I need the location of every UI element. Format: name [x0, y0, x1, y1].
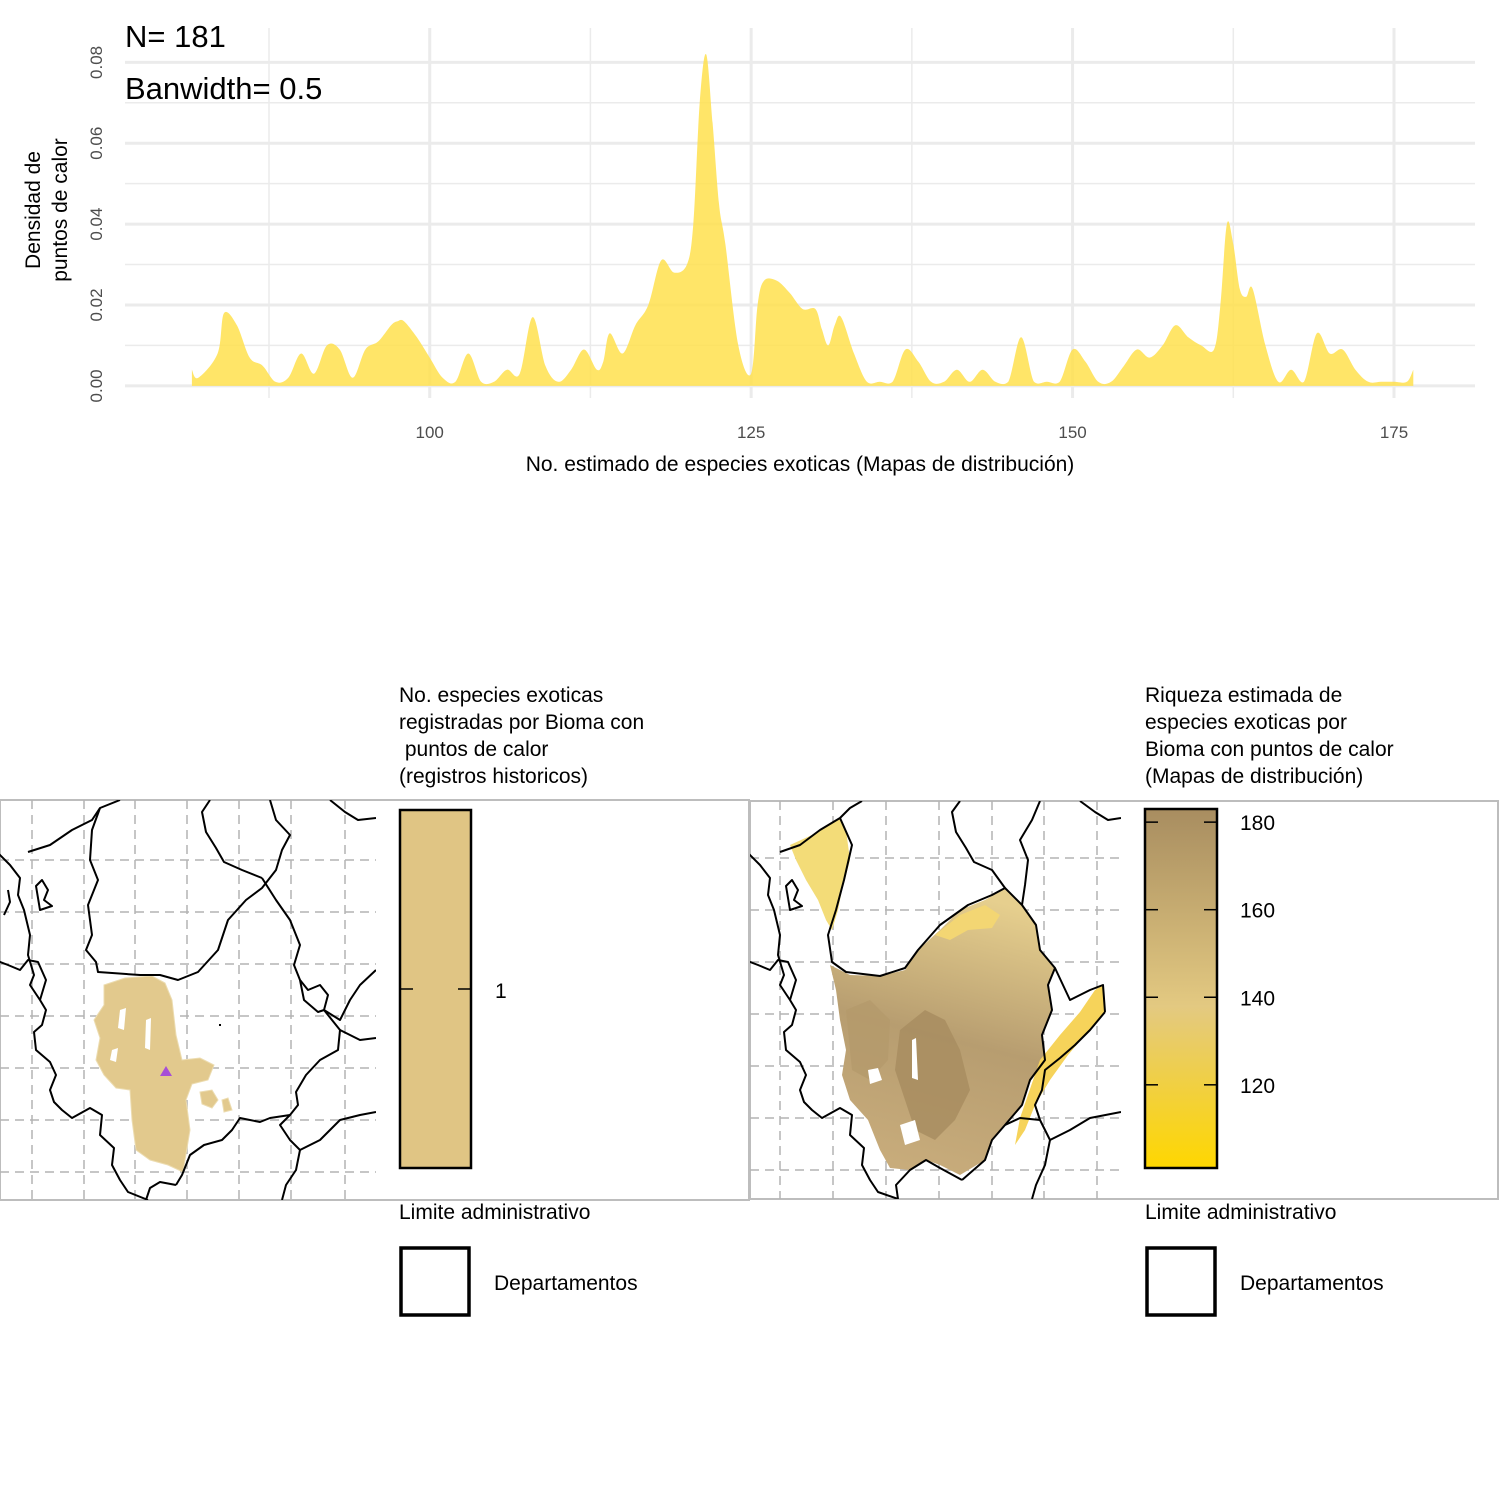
map1-legend: No. especies exoticas registradas por Bi… — [398, 684, 644, 1317]
legend1-title-line4: (registros historicos) — [399, 765, 588, 788]
legend1-tick-label: 1 — [495, 980, 507, 1003]
legend1-boundary-title: Limite administrativo — [399, 1201, 590, 1224]
legend1-boundary-key — [399, 1246, 471, 1317]
y-tick-label: 0.04 — [87, 208, 106, 241]
map2-legend: Riqueza estimada de especies exoticas po… — [1143, 684, 1394, 1317]
legend2-ticks: 120 140 160 180 — [1145, 812, 1275, 1098]
density-x-ticks: 100 125 150 175 — [416, 423, 1409, 442]
y-tick-label: 0.00 — [87, 369, 106, 402]
density-y-axis-label-line2: puntos de calor — [49, 138, 72, 282]
legend2-title-line1: Riqueza estimada de — [1145, 684, 1342, 707]
legend1-boundary-label: Departamentos — [494, 1272, 638, 1295]
density-chart: 100 125 150 175 0.00 0.02 0.04 0.06 0.08 N= 181… — [22, 19, 1475, 476]
x-tick-label: 125 — [737, 423, 765, 442]
y-tick-label: 0.02 — [87, 288, 106, 321]
map1-dot — [219, 1024, 221, 1026]
legend1-title-line2: registradas por Bioma con — [399, 711, 644, 734]
legend2-tick-label: 180 — [1240, 812, 1275, 835]
legend2-boundary-title: Limite administrativo — [1145, 1201, 1336, 1224]
map1-boundaries — [0, 800, 376, 1200]
density-y-axis-label-line1: Densidad de — [22, 151, 45, 269]
density-area — [191, 53, 1414, 386]
map-panel-estimated: Riqueza estimada de especies exoticas po… — [749, 684, 1499, 1317]
legend2-tick-label: 140 — [1240, 987, 1275, 1010]
annotation-bandwidth: Banwidth= 0.5 — [125, 71, 322, 106]
legend2-colorbar — [1143, 807, 1219, 1170]
annotation-n: N= 181 — [125, 19, 226, 54]
legend2-title-line2: especies exoticas por — [1145, 711, 1347, 734]
x-tick-label: 100 — [416, 423, 444, 442]
map-panel-historic: No. especies exoticas registradas por Bi… — [0, 684, 750, 1317]
x-tick-label: 150 — [1058, 423, 1086, 442]
map2-boundaries — [750, 801, 1121, 1199]
y-tick-label: 0.06 — [87, 127, 106, 160]
legend2-title-line3: Bioma con puntos de calor — [1145, 738, 1394, 761]
map1-biome-gaps — [110, 1008, 151, 1062]
density-x-axis-label: No. estimado de especies exoticas (Mapas… — [526, 453, 1075, 476]
legend2-title-line4: (Mapas de distribución) — [1145, 765, 1363, 788]
y-tick-label: 0.08 — [87, 46, 106, 79]
map1-area — [0, 800, 376, 1200]
legend1-title-line1: No. especies exoticas — [399, 684, 603, 707]
density-y-ticks: 0.00 0.02 0.04 0.06 0.08 — [87, 46, 106, 403]
legend2-boundary-label: Departamentos — [1240, 1272, 1384, 1295]
map2-gaps — [868, 1038, 920, 1145]
legend2-boundary-key — [1145, 1246, 1217, 1317]
legend1-title-line3: puntos de calor — [399, 738, 548, 761]
record-marker-triangle — [160, 1066, 172, 1076]
map1-graticule — [0, 800, 376, 1200]
x-tick-label: 175 — [1380, 423, 1408, 442]
legend2-tick-label: 160 — [1240, 900, 1275, 923]
map2-area — [750, 801, 1121, 1199]
legend2-tick-label: 120 — [1240, 1075, 1275, 1098]
